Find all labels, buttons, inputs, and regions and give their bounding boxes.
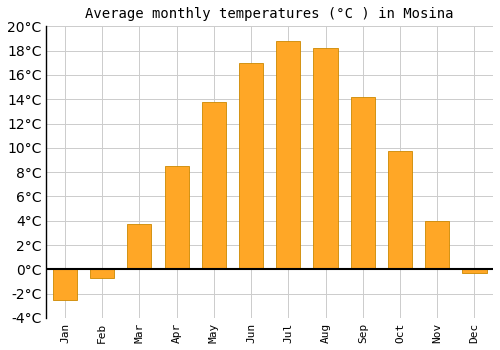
Bar [164, 166, 188, 270]
Bar [90, 270, 114, 278]
Bar [350, 97, 375, 270]
Bar [314, 48, 338, 270]
Bar [239, 63, 263, 270]
Title: Average monthly temperatures (°C ) in Mosina: Average monthly temperatures (°C ) in Mo… [86, 7, 454, 21]
Bar [276, 41, 300, 270]
Bar [462, 270, 486, 273]
Bar [388, 152, 412, 270]
Bar [425, 221, 450, 270]
Bar [53, 270, 77, 300]
Bar [202, 102, 226, 270]
Bar [128, 224, 152, 270]
